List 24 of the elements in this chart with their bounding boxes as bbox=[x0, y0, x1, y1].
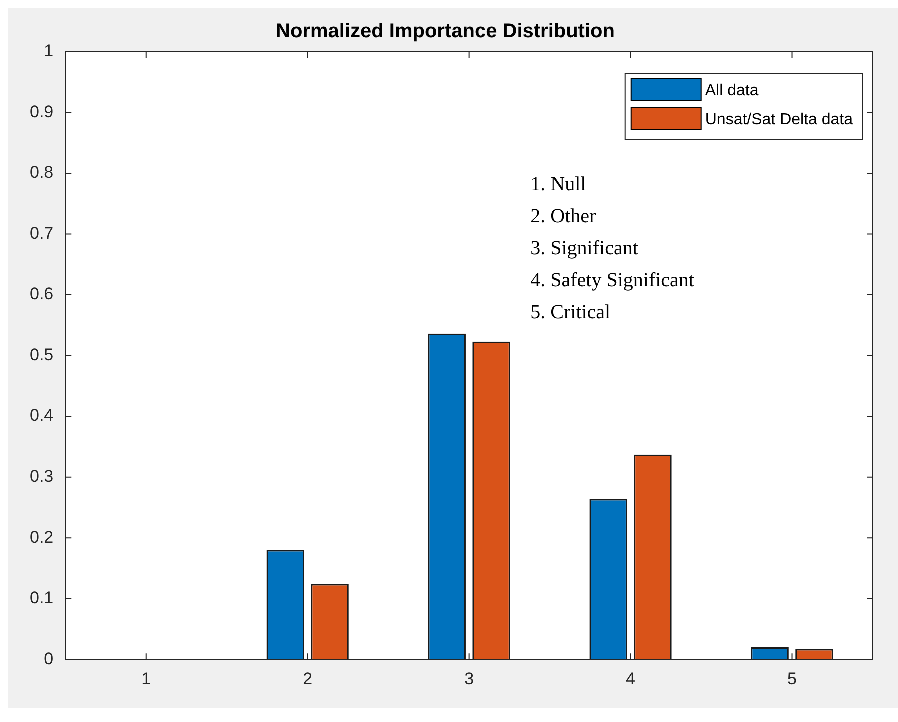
annotation: 5. Critical bbox=[530, 301, 612, 324]
y-tick-label: 0.7 bbox=[30, 224, 54, 243]
annotation: 2. Other bbox=[530, 205, 597, 228]
x-tick-label: 2 bbox=[303, 669, 313, 688]
x-tick-label: 4 bbox=[626, 669, 636, 688]
y-tick-label: 0.1 bbox=[30, 588, 54, 608]
annotation: 3. Significant bbox=[530, 237, 639, 260]
annotation: 4. Safety Significant bbox=[530, 269, 695, 292]
x-tick-label: 1 bbox=[142, 669, 152, 688]
legend-label: Unsat/Sat Delta data bbox=[705, 111, 854, 128]
chart-title: Normalized Importance Distribution bbox=[276, 20, 615, 43]
y-tick-label: 0.3 bbox=[30, 467, 54, 486]
y-tick-label: 0.5 bbox=[30, 345, 54, 364]
annotation: 1. Null bbox=[530, 173, 587, 196]
y-tick-label: 0.8 bbox=[30, 163, 54, 182]
x-tick-label: 5 bbox=[788, 669, 797, 688]
y-tick-label: 0.4 bbox=[30, 406, 54, 426]
legend-label: All data bbox=[705, 82, 759, 100]
y-tick-label: 0.6 bbox=[30, 284, 54, 304]
y-tick-label: 0.2 bbox=[30, 528, 54, 547]
y-tick-label: 0.9 bbox=[30, 102, 54, 122]
y-tick-label: 1 bbox=[44, 42, 54, 61]
y-tick-label: 0 bbox=[44, 649, 54, 668]
x-tick-label: 3 bbox=[464, 669, 474, 688]
